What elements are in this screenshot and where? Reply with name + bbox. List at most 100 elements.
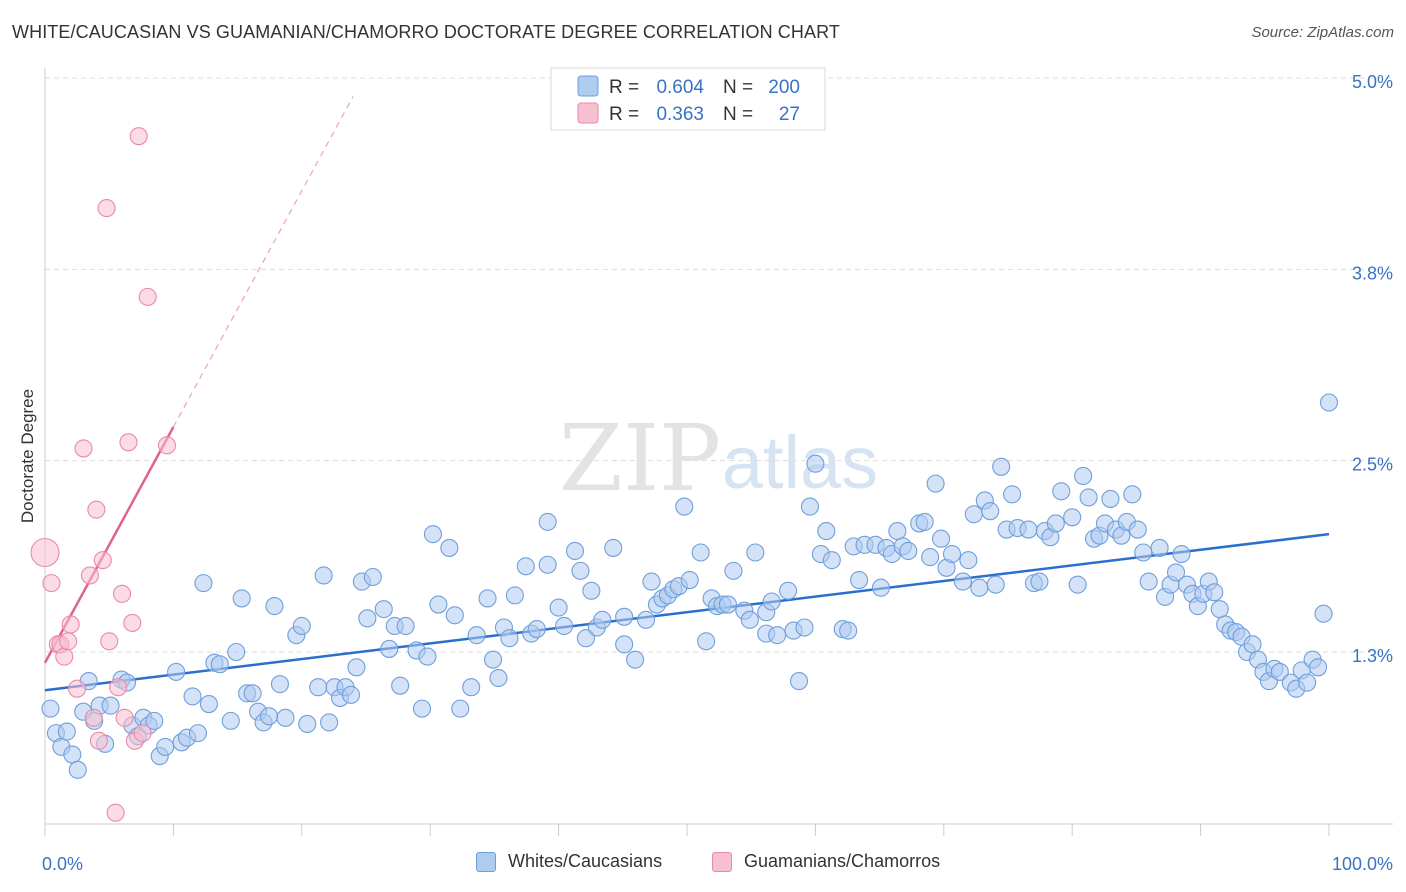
- guam-point: [100, 632, 119, 651]
- legend-label-whites: Whites/Caucasians: [508, 851, 663, 871]
- legend-swatch: [577, 102, 599, 124]
- white-point: [724, 561, 743, 580]
- legend-n-label: N =: [723, 77, 753, 98]
- white-point: [926, 474, 945, 493]
- white-point: [642, 572, 661, 591]
- white-point: [953, 572, 972, 591]
- white-point: [1243, 635, 1262, 654]
- guam-point: [115, 708, 134, 727]
- white-point: [391, 676, 410, 695]
- white-point: [265, 597, 284, 616]
- white-point: [986, 575, 1005, 594]
- white-point: [850, 571, 869, 590]
- guam-point: [80, 566, 99, 585]
- x-tick-label: 100.0%: [1332, 854, 1393, 874]
- legend-box: R = 0.604 N = 200 R = 0.363 N = 27: [550, 67, 826, 131]
- guam-point: [61, 615, 80, 634]
- white-point: [626, 650, 645, 669]
- guamanians-swatch: [712, 851, 732, 872]
- bottom-legend: Whites/Caucasians Guamanians/Chamorros: [0, 851, 1406, 879]
- legend-item-whites[interactable]: Whites/Caucasians: [476, 851, 662, 872]
- white-point: [538, 512, 557, 531]
- white-point: [718, 595, 738, 614]
- white-point: [270, 675, 289, 694]
- guam-point: [84, 708, 103, 727]
- white-point: [636, 610, 656, 629]
- white-point: [145, 711, 164, 730]
- white-point: [697, 632, 716, 651]
- guam-point: [123, 613, 142, 632]
- white-point: [341, 685, 361, 704]
- white-point: [41, 699, 60, 718]
- white-point: [959, 551, 978, 570]
- guam-point: [112, 584, 132, 603]
- white-point: [1101, 489, 1120, 508]
- white-point: [1030, 572, 1049, 591]
- guam-trend-extension: [172, 96, 354, 428]
- white-point: [576, 629, 595, 648]
- white-point: [1150, 538, 1169, 557]
- white-point: [309, 678, 328, 697]
- white-point: [68, 760, 87, 779]
- guam-point: [157, 436, 177, 455]
- guam-point: [87, 500, 106, 519]
- white-point: [1314, 604, 1333, 623]
- white-point: [347, 658, 366, 677]
- white-point: [505, 586, 524, 605]
- white-point: [259, 707, 279, 726]
- white-point: [1205, 583, 1224, 602]
- white-point: [423, 525, 442, 544]
- white-point: [691, 543, 710, 562]
- white-point: [445, 606, 464, 625]
- white-point: [1046, 514, 1065, 533]
- white-point: [374, 600, 393, 619]
- legend-label-guamanians: Guamanians/Chamorros: [744, 851, 941, 871]
- white-point: [817, 522, 836, 541]
- white-point: [227, 642, 246, 662]
- guam-point: [138, 287, 157, 306]
- axes: 0.0% 100.0%: [42, 68, 1393, 874]
- white-point: [1172, 544, 1191, 564]
- white-point: [429, 595, 448, 614]
- guam-point: [119, 433, 138, 452]
- white-point: [582, 581, 601, 600]
- white-point: [440, 538, 459, 557]
- guam-point: [59, 632, 78, 651]
- white-point: [1270, 662, 1289, 681]
- white-point: [500, 629, 519, 648]
- legend-n-label: N =: [723, 104, 753, 125]
- legend-n-value: 200: [768, 77, 800, 98]
- white-point: [746, 543, 765, 562]
- white-point: [489, 668, 508, 688]
- white-point: [932, 529, 951, 548]
- white-point: [970, 578, 989, 597]
- white-point: [992, 457, 1011, 476]
- white-point: [363, 567, 382, 587]
- white-point: [680, 571, 699, 590]
- white-point: [412, 699, 432, 718]
- white-point: [800, 497, 819, 516]
- white-point: [483, 650, 503, 669]
- white-trend-line: [44, 532, 1330, 692]
- white-point: [188, 724, 208, 743]
- guam-point: [109, 678, 128, 697]
- legend-item-guamanians[interactable]: Guamanians/Chamorros: [712, 851, 940, 872]
- legend-r-label: R =: [609, 77, 639, 98]
- legend-r-value: 0.604: [656, 77, 704, 98]
- data-points: [30, 127, 1339, 822]
- white-point: [101, 696, 120, 715]
- white-point: [451, 699, 470, 718]
- white-point: [1123, 485, 1142, 504]
- guam-point: [106, 803, 125, 822]
- y-tick-label: 5.0%: [1352, 72, 1393, 92]
- white-point: [740, 610, 759, 629]
- white-point: [762, 592, 781, 611]
- white-point: [210, 655, 229, 674]
- x-tick-label: 0.0%: [42, 854, 83, 874]
- white-point: [298, 714, 317, 733]
- watermark-atlas: atlas: [722, 421, 878, 504]
- white-point: [1128, 520, 1147, 539]
- white-point: [1309, 658, 1328, 677]
- legend-r-value: 0.363: [656, 104, 704, 125]
- legend-n-value: 27: [779, 104, 800, 125]
